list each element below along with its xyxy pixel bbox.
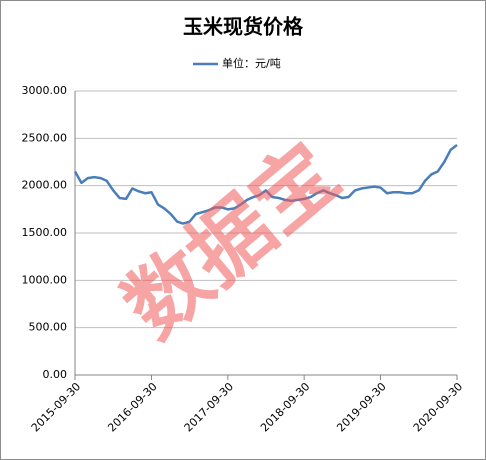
series-line [73, 143, 458, 225]
y-tick-label: 2500.00 [22, 131, 68, 144]
y-tick-label: 2000.00 [22, 179, 68, 192]
y-tick-label: 500.00 [29, 321, 68, 334]
y-tick-label: 1000.00 [22, 273, 68, 286]
y-tick-label: 0.00 [43, 368, 68, 381]
y-tick-label: 3000.00 [22, 84, 68, 97]
y-tick-label: 1500.00 [22, 226, 68, 239]
legend-label: 单位：元/吨 [222, 56, 281, 70]
chart-title: 玉米现货价格 [183, 15, 304, 39]
